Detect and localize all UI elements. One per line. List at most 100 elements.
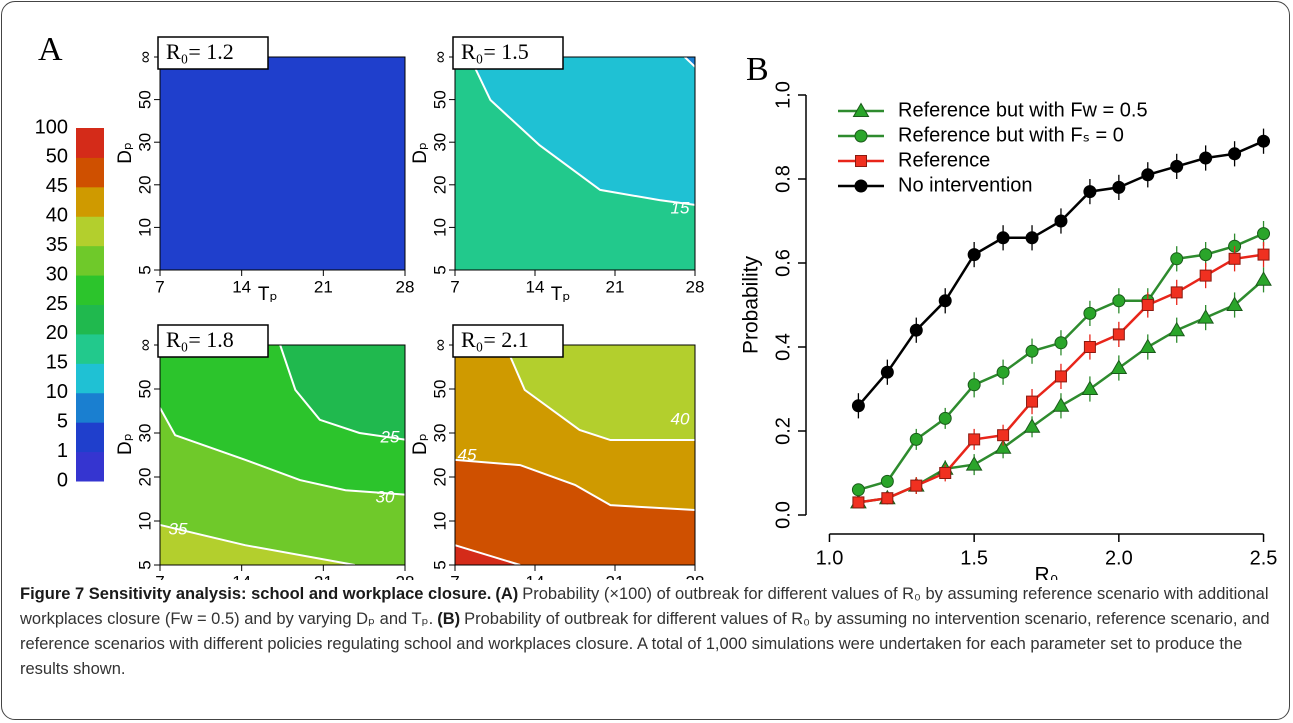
point [851,483,865,497]
point [854,129,868,143]
point [1110,359,1128,374]
chart-title: R₀= 2.1 [461,327,529,352]
title-box [157,36,269,70]
colorbar-band [76,392,104,423]
point [965,456,983,471]
point [1083,341,1096,353]
contour-label: 35 [169,519,188,538]
series [852,242,1270,509]
x-tick-label: 14 [232,572,251,580]
plot-frame [454,56,696,271]
x-tick-label: 14 [526,572,545,580]
y-tick-label: 10 [135,218,154,237]
y-tick-label: 30 [135,424,154,443]
panel-label: B [746,51,769,88]
colorbar-label: 0 [57,469,68,491]
colorbar-label: 10 [46,381,68,403]
y-tick-label: ∞ [135,51,154,63]
title-box [157,324,269,358]
x-tick-label: 28 [686,572,705,580]
series [851,128,1271,419]
plot-frame [454,344,696,566]
caption-text: Probability of outbreak for different va… [20,610,1270,678]
x-axis-label: Tₚ [258,284,278,305]
y-tick-label: 5 [430,560,449,569]
point [1112,294,1126,308]
y-tick-label: 0.0 [772,501,794,529]
point [939,467,952,479]
legend-label: Reference but with Fw = 0.5 [898,99,1148,121]
x-tick-label: 14 [526,277,545,296]
colorbar-band [76,363,104,394]
point [880,365,894,379]
point [997,429,1010,442]
x-tick-label: 7 [155,572,164,580]
contour-label: 30 [376,487,395,506]
y-axis-label: Dₚ [410,142,431,164]
y-tick-label: 20 [430,175,449,194]
x-tick-label: 7 [450,277,459,296]
x-axis-label: Tₚ [551,284,571,305]
point [851,399,865,413]
y-tick-label: 50 [135,90,154,109]
contour-line [279,344,406,441]
point [1257,227,1271,241]
x-tick-label: 21 [314,277,333,296]
y-tick-label: 5 [135,560,154,569]
y-tick-label: ∞ [430,339,449,351]
y-tick-label: 1.0 [772,81,794,109]
y-tick-label: 50 [135,380,154,399]
y-tick-label: 5 [430,265,449,274]
contour-line [504,344,695,442]
y-tick-label: 50 [430,90,449,109]
y-tick-label: 10 [430,512,449,531]
plot-frame [159,56,406,271]
y-tick-label: 30 [135,133,154,152]
point [938,294,952,308]
point [996,231,1010,245]
point [1025,231,1039,245]
point [909,432,923,446]
contour-region [280,345,405,440]
point [1197,309,1215,324]
y-tick-label: 0.6 [772,249,794,277]
x-tick-label: 1.5 [960,547,988,569]
chart-title: R₀= 1.5 [461,39,529,64]
point [1139,338,1157,353]
legend-label: Reference but with Fₛ = 0 [898,124,1124,146]
colorbar-label: 45 [46,175,68,197]
point [880,474,894,488]
point [1081,380,1099,395]
contour-line [159,407,406,496]
colorbar-label: 50 [46,146,68,168]
point [1228,252,1241,265]
point [854,179,868,193]
colorbar-band [76,245,104,276]
y-tick-label: 50 [430,380,449,399]
contour-label: 40 [671,409,690,428]
y-tick-label: 20 [135,468,154,487]
contour-label: 15 [671,198,690,217]
x-tick-label: 14 [232,277,251,296]
point [1170,252,1184,266]
y-tick-label: 20 [430,468,449,487]
colorbar-band [76,422,104,453]
contour-region [505,345,695,441]
contour-label: 45 [458,445,477,464]
point [1228,147,1242,161]
colorbar-band [76,451,104,482]
caption-title: Figure 7 Sensitivity analysis: school an… [20,585,492,603]
point [1257,248,1270,261]
point [996,365,1010,379]
colorbar-band [76,128,104,158]
point [1112,180,1126,194]
colorbar-label: 40 [46,205,68,227]
colorbar-band [76,304,104,335]
x-tick-label: 21 [314,572,333,580]
point [1199,151,1213,165]
point [1112,328,1125,341]
y-tick-label: 10 [135,512,154,531]
contour-line [159,523,356,566]
